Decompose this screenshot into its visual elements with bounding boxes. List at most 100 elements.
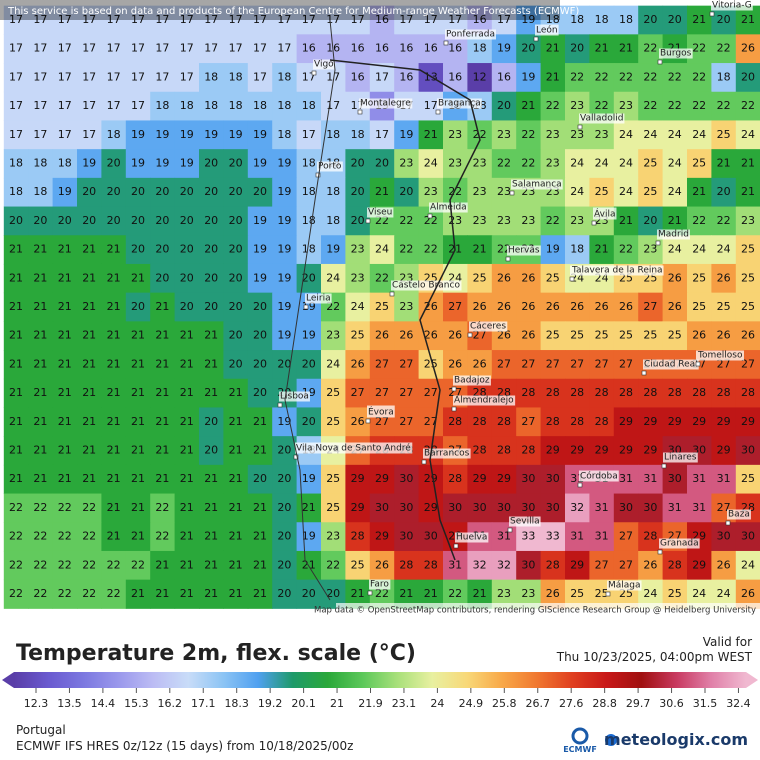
temp-cell xyxy=(687,91,712,121)
attribution: Map data © OpenStreetMap contributors, r… xyxy=(314,606,756,616)
temp-cell xyxy=(77,436,102,466)
temp-value: 31 xyxy=(717,472,731,485)
city-marker xyxy=(641,370,647,376)
city-label: Córdoba xyxy=(580,471,618,482)
temp-value: 18 xyxy=(155,99,169,112)
temp-cell xyxy=(77,206,102,236)
temp-value: 21 xyxy=(253,501,267,514)
temp-cell xyxy=(638,550,664,581)
temp-cell xyxy=(540,91,566,121)
temp-value: 29 xyxy=(570,558,584,571)
temp-value: 19 xyxy=(131,128,145,141)
temp-cell xyxy=(565,120,590,150)
temp-value: 20 xyxy=(131,185,145,198)
city-label-bg xyxy=(367,405,395,418)
temp-cell xyxy=(516,63,542,93)
temp-value: 21 xyxy=(521,99,535,112)
temp-cell xyxy=(77,177,102,208)
temp-cell xyxy=(638,522,664,552)
temp-value: 18 xyxy=(204,70,218,83)
temp-value: 19 xyxy=(82,157,96,170)
temp-value: 26 xyxy=(473,300,487,313)
temp-value: 25 xyxy=(351,558,365,571)
map: 17 17 17 17 17 17 17 17 17 17 17 17 17 17 17 16 17 17 17 16… xyxy=(3,0,760,609)
temp-value: 24 xyxy=(692,128,706,141)
temp-cell xyxy=(613,350,639,380)
temp-value: 21 xyxy=(229,558,243,571)
temp-cell xyxy=(662,263,688,294)
temp-cell xyxy=(369,149,395,179)
temp-cell xyxy=(125,464,151,495)
temp-value: 21 xyxy=(180,558,194,571)
temp-cell xyxy=(272,436,298,466)
temp-value: 22 xyxy=(595,99,609,112)
scale-tick-label: 26.7 xyxy=(526,697,551,710)
temp-cell xyxy=(467,263,493,294)
temp-value: 27 xyxy=(399,386,413,399)
temp-value: 28 xyxy=(668,386,682,399)
temp-value: 19 xyxy=(180,157,194,170)
temp-value: 21 xyxy=(33,300,47,313)
temp-value: 31 xyxy=(619,472,633,485)
city-marker xyxy=(277,402,283,408)
temp-cell xyxy=(3,5,29,35)
temp-value: 17 xyxy=(253,13,267,26)
city-label-bg xyxy=(391,280,462,291)
temp-cell xyxy=(101,5,127,35)
temp-cell xyxy=(77,321,102,351)
temp-cell xyxy=(174,350,200,380)
temp-cell xyxy=(247,34,273,64)
temp-value: 25 xyxy=(741,472,755,485)
city-label-bg xyxy=(423,448,471,459)
temp-cell xyxy=(735,464,760,495)
temp-cell xyxy=(687,464,712,495)
temp-value: 23 xyxy=(448,128,462,141)
temp-cell xyxy=(418,63,444,93)
temp-cell xyxy=(28,34,54,64)
temp-value: 17 xyxy=(155,70,169,83)
temp-value: 21 xyxy=(58,300,72,313)
temp-value: 21 xyxy=(58,472,72,485)
temp-cell xyxy=(174,321,200,351)
temp-value: 22 xyxy=(619,70,633,83)
temp-cell xyxy=(28,91,54,121)
temp-cell xyxy=(125,550,151,581)
temp-value: 22 xyxy=(9,558,23,571)
temp-value: 22 xyxy=(33,587,47,600)
temp-cell xyxy=(101,177,127,208)
temp-cell xyxy=(223,407,249,437)
temp-value: 20 xyxy=(326,587,340,600)
temp-cell xyxy=(223,378,249,408)
temp-cell xyxy=(101,550,127,581)
temp-cell xyxy=(345,350,371,380)
temp-cell xyxy=(3,263,29,294)
temp-value: 17 xyxy=(302,13,316,26)
temp-cell xyxy=(321,378,346,408)
temp-cell xyxy=(77,235,102,265)
temp-cell xyxy=(101,149,127,179)
city-marker xyxy=(451,386,457,392)
temp-value: 21 xyxy=(107,415,121,428)
temp-cell xyxy=(150,177,176,208)
temp-cell xyxy=(321,407,346,437)
temp-value: 19 xyxy=(302,472,316,485)
temp-cell xyxy=(735,120,760,150)
temp-cell xyxy=(174,235,200,265)
scale-tick-label: 21 xyxy=(330,697,344,710)
temp-cell xyxy=(443,321,468,351)
temp-value: 18 xyxy=(204,99,218,112)
city-marker xyxy=(311,70,317,76)
temp-value: 21 xyxy=(253,558,267,571)
temp-value: 22 xyxy=(375,587,389,600)
ecmwf-logo: ECMWF xyxy=(563,745,597,754)
temp-cell xyxy=(662,120,688,150)
temp-value: 22 xyxy=(82,501,96,514)
temp-value: 26 xyxy=(668,271,682,284)
temp-cell xyxy=(467,550,493,581)
temp-cell xyxy=(199,321,224,351)
temp-cell xyxy=(613,321,639,351)
temp-value: 25 xyxy=(692,271,706,284)
temp-value: 23 xyxy=(546,128,560,141)
temp-value: 29 xyxy=(473,472,487,485)
temp-cell xyxy=(174,91,200,121)
